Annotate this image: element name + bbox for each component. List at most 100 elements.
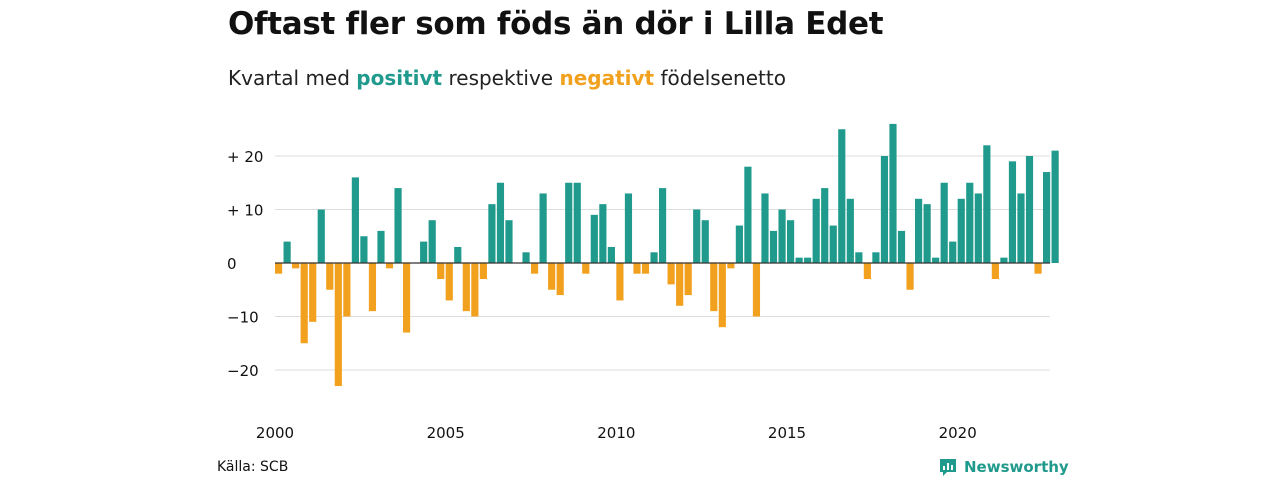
bar [710, 263, 718, 312]
bar [957, 198, 965, 263]
bar [863, 263, 871, 280]
bar [659, 188, 667, 263]
bar [676, 263, 684, 306]
bar [522, 252, 530, 263]
bar [838, 129, 846, 263]
bar [906, 263, 914, 290]
bar [761, 193, 769, 263]
y-tick-label: −10 [227, 309, 259, 327]
bar [915, 198, 923, 263]
bar [428, 220, 436, 263]
bar [607, 246, 615, 263]
bar [539, 193, 547, 263]
bar [846, 198, 854, 263]
y-tick-label: −20 [227, 362, 259, 380]
bar [1051, 150, 1059, 263]
bar [624, 193, 633, 263]
bar [300, 263, 308, 344]
x-tick-label: 2000 [256, 424, 294, 442]
bar [633, 263, 641, 274]
bar [556, 263, 564, 296]
bar [454, 246, 462, 263]
bar [778, 209, 786, 263]
y-tick-label: 0 [227, 255, 237, 273]
bar [471, 263, 479, 317]
bar [385, 263, 394, 269]
source-note: Källa: SCB [217, 459, 289, 475]
bar [872, 252, 880, 263]
subtitle-middle: respektive [442, 66, 560, 90]
y-tick-label: + 20 [227, 148, 263, 166]
bar [667, 263, 675, 285]
bar [855, 252, 863, 263]
bar [479, 263, 487, 280]
bar [505, 220, 513, 263]
bar [403, 263, 411, 333]
bar [650, 252, 658, 263]
bar [1025, 156, 1034, 263]
bar [1043, 172, 1051, 263]
bar [531, 263, 539, 274]
subtitle-negative-word: negativt [559, 66, 655, 90]
bar [1000, 257, 1008, 263]
bar [1008, 161, 1017, 263]
bar [343, 263, 351, 317]
bar [641, 263, 650, 274]
bar [974, 193, 982, 263]
bar [727, 263, 735, 269]
bar [590, 214, 598, 263]
chart-subtitle: Kvartal med positivt respektive negativt… [228, 66, 786, 90]
bar [769, 230, 778, 263]
bar [1017, 193, 1025, 263]
bar [582, 263, 590, 274]
bar [983, 145, 991, 263]
x-tick-label: 2005 [427, 424, 465, 442]
bar [326, 263, 334, 290]
bar [684, 263, 692, 296]
bar [488, 204, 496, 263]
subtitle-prefix: Kvartal med [228, 66, 357, 90]
bar [565, 182, 573, 263]
bar [701, 220, 709, 263]
bar [616, 263, 624, 301]
bar [317, 209, 325, 263]
bar [693, 209, 701, 263]
bar [292, 263, 300, 269]
bar [394, 188, 402, 263]
bar [445, 263, 453, 301]
bar [334, 263, 342, 387]
bar [718, 263, 726, 328]
bar [283, 241, 291, 263]
bar [437, 263, 445, 280]
bar [889, 123, 897, 264]
bar [804, 257, 812, 263]
bar [368, 263, 377, 312]
bar [351, 177, 359, 263]
bar [812, 198, 820, 263]
x-tick-label: 2010 [597, 424, 635, 442]
bar [735, 225, 743, 263]
bar [932, 257, 940, 263]
x-tick-label: 2020 [939, 424, 977, 442]
bar [923, 204, 931, 263]
chart-title: Oftast fler som föds än dör i Lilla Edet [228, 6, 884, 42]
newsworthy-logo: Newsworthy [938, 457, 1069, 477]
bar [462, 263, 470, 312]
bar [787, 220, 795, 263]
bar [599, 204, 607, 263]
bar [1034, 263, 1042, 274]
bar [949, 241, 957, 263]
newsworthy-chart-icon [940, 459, 956, 476]
bar [991, 263, 999, 280]
bar [360, 236, 368, 263]
bar [573, 182, 581, 263]
bar [940, 182, 948, 263]
bar [744, 166, 752, 263]
bar [548, 263, 556, 290]
bar [377, 230, 385, 263]
bar [966, 182, 974, 263]
x-tick-label: 2015 [768, 424, 806, 442]
bar [795, 257, 803, 263]
subtitle-suffix: födelsenetto [654, 66, 786, 90]
